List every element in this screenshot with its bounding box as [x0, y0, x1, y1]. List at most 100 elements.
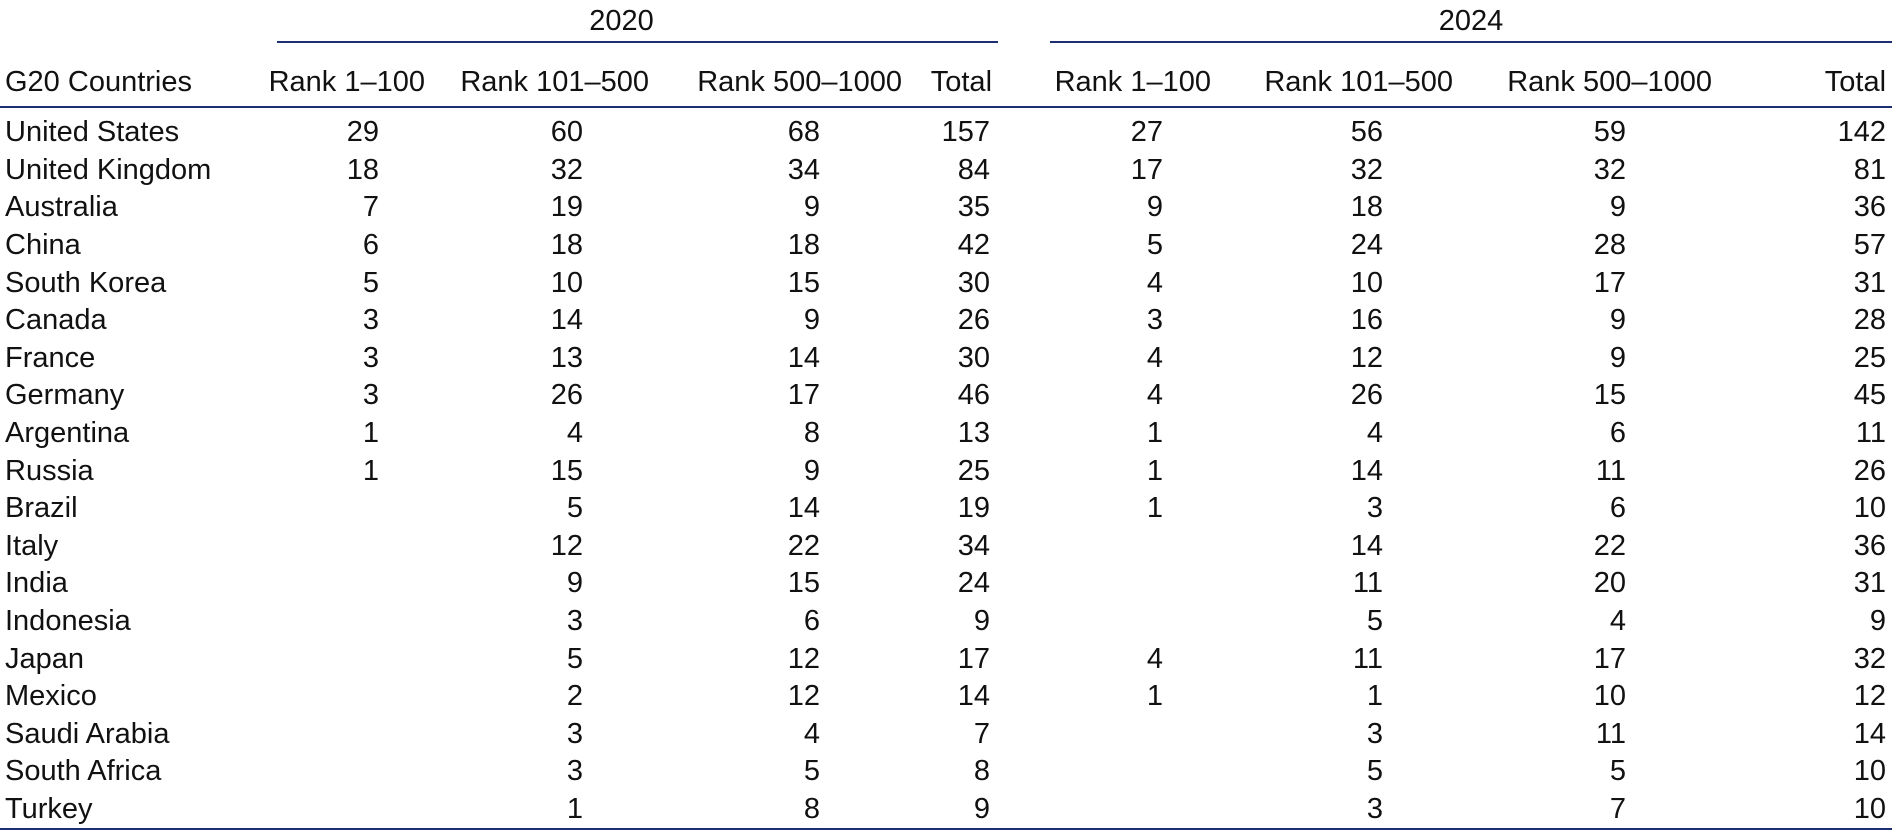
cell-2024-total: 25: [1853, 341, 1887, 374]
cell-2024-rank-500-1000: 9: [1609, 341, 1627, 374]
cell-2024-total: 36: [1853, 529, 1887, 562]
cell-2024-rank-101-500: 5: [1366, 755, 1384, 788]
table-row: Australia 7 19 9 35 9 18 9 36: [0, 189, 1892, 227]
cell-2020-rank-1-100: 5: [362, 266, 379, 299]
country-name-cell: United Kingdom: [5, 153, 212, 186]
country-name-cell: Australia: [5, 191, 118, 224]
cell-2024-rank-500-1000: 32: [1593, 153, 1627, 186]
cell-2024-rank-500-1000: 9: [1609, 304, 1627, 337]
cell-2020-rank-500-1000: 12: [787, 642, 820, 675]
cell-2024-rank-500-1000: 4: [1609, 605, 1627, 638]
group-gap: [998, 377, 1050, 415]
cell-2024-total: 31: [1853, 266, 1887, 299]
cell-2020-rank-101-500: 3: [566, 755, 583, 788]
year-header-spacer: [0, 0, 245, 42]
cell-2020-rank-500-1000: 9: [803, 191, 820, 224]
cell-2020-rank-101-500: 32: [550, 153, 583, 186]
cell-2020-total: 30: [957, 341, 991, 374]
cell-2024-rank-1-100: 17: [1130, 153, 1164, 186]
cell-2024-total: 14: [1853, 717, 1887, 750]
year-header-2020: 2020: [245, 0, 999, 43]
group-gap: [998, 0, 1050, 42]
cell-2020-total: 9: [973, 792, 991, 825]
cell-2020-rank-101-500: 4: [566, 417, 583, 450]
cell-2024-total: 142: [1837, 116, 1887, 149]
country-name-cell: Indonesia: [5, 605, 131, 638]
country-name-cell: South Africa: [5, 755, 162, 788]
cell-2020-rank-1-100: [245, 603, 431, 641]
cell-2024-rank-500-1000: 22: [1593, 529, 1627, 562]
cell-2020-rank-500-1000: 18: [787, 229, 820, 262]
country-name-cell: Turkey: [5, 792, 93, 825]
cell-2020-rank-101-500: 19: [550, 191, 583, 224]
bottom-rule-row: [0, 828, 1893, 834]
table-row: Japan 5 12 17 4 11 17 32: [0, 640, 1892, 678]
col-header-2024-rank-101-500: Rank 101–500: [1264, 66, 1454, 98]
cell-2024-rank-101-500: 10: [1350, 266, 1384, 299]
cell-2024-rank-1-100: 1: [1146, 492, 1164, 525]
year-label-2024: 2024: [1438, 4, 1504, 37]
cell-2020-total: 84: [957, 153, 991, 186]
cell-2024-rank-101-500: 12: [1350, 341, 1384, 374]
cell-2020-rank-101-500: 14: [550, 304, 583, 337]
cell-2020-rank-1-100: [245, 753, 431, 791]
cell-2020-total: 9: [973, 605, 991, 638]
group-gap: [998, 415, 1050, 453]
col-header-2024-total: Total: [1824, 66, 1887, 98]
cell-2024-total: 12: [1853, 680, 1887, 713]
country-name-cell: India: [5, 567, 68, 600]
cell-2020-total: 24: [957, 567, 991, 600]
table-row: South Africa 3 5 8 5 5 10: [0, 753, 1892, 791]
country-name-cell: Italy: [5, 529, 59, 562]
cell-2020-rank-500-1000: 6: [803, 605, 820, 638]
col-header-2020-rank-101-500: Rank 101–500: [460, 66, 649, 98]
cell-2020-rank-101-500: 3: [566, 605, 583, 638]
col-header-2020-rank-500-1000: Rank 500–1000: [697, 66, 902, 98]
cell-2020-rank-101-500: 18: [550, 229, 583, 262]
table-row: Indonesia 3 6 9 5 4 9: [0, 603, 1892, 641]
cell-2024-rank-1-100: 3: [1146, 304, 1164, 337]
cell-2024-rank-1-100: 4: [1146, 379, 1164, 412]
cell-2020-total: 8: [973, 755, 991, 788]
cell-2024-rank-1-100: 4: [1146, 341, 1164, 374]
cell-2024-rank-1-100: 4: [1146, 266, 1164, 299]
cell-2024-total: 31: [1853, 567, 1887, 600]
country-name-cell: Germany: [5, 379, 125, 412]
cell-2024-rank-101-500: 18: [1350, 191, 1384, 224]
cell-2020-rank-101-500: 5: [566, 642, 583, 675]
cell-2024-rank-500-1000: 20: [1593, 567, 1627, 600]
cell-2024-rank-500-1000: 9: [1609, 191, 1627, 224]
cell-2024-rank-101-500: 4: [1366, 417, 1384, 450]
cell-2020-rank-101-500: 2: [566, 680, 583, 713]
cell-2024-total: 81: [1853, 153, 1887, 186]
cell-2020-rank-1-100: [245, 565, 431, 603]
group-gap: [998, 152, 1050, 190]
bottom-rule: [0, 828, 1893, 834]
country-name-cell: Mexico: [5, 680, 97, 713]
country-name-cell: France: [5, 341, 96, 374]
cell-2020-total: 42: [957, 229, 991, 262]
cell-2020-rank-500-1000: 34: [787, 153, 820, 186]
cell-2024-rank-500-1000: 15: [1593, 379, 1627, 412]
table-row: China 6 18 18 42 5 24 28 57: [0, 227, 1892, 265]
cell-2020-rank-1-100: [245, 716, 431, 754]
group-gap: [998, 302, 1050, 340]
table-row: Italy 12 22 34 14 22 36: [0, 528, 1892, 566]
cell-2024-rank-500-1000: 5: [1609, 755, 1627, 788]
cell-2024-rank-1-100: [1050, 528, 1217, 566]
table-body: United States 29 60 68 157 27 56 59 142 United Ki…: [0, 107, 1892, 829]
cell-2024-rank-101-500: 3: [1366, 717, 1384, 750]
country-name-cell: South Korea: [5, 266, 167, 299]
group-gap: [998, 716, 1050, 754]
cell-2024-rank-101-500: 26: [1350, 379, 1384, 412]
cell-2020-rank-500-1000: 9: [803, 304, 820, 337]
cell-2020-rank-500-1000: 5: [803, 755, 820, 788]
cell-2020-total: 35: [957, 191, 991, 224]
cell-2020-rank-500-1000: 68: [787, 116, 820, 149]
group-gap: [998, 264, 1050, 302]
cell-2024-rank-1-100: [1050, 716, 1217, 754]
table-row: India 9 15 24 11 20 31: [0, 565, 1892, 603]
table-row: Argentina 1 4 8 13 1 4 6 11: [0, 415, 1892, 453]
country-name-cell: Saudi Arabia: [5, 717, 170, 750]
